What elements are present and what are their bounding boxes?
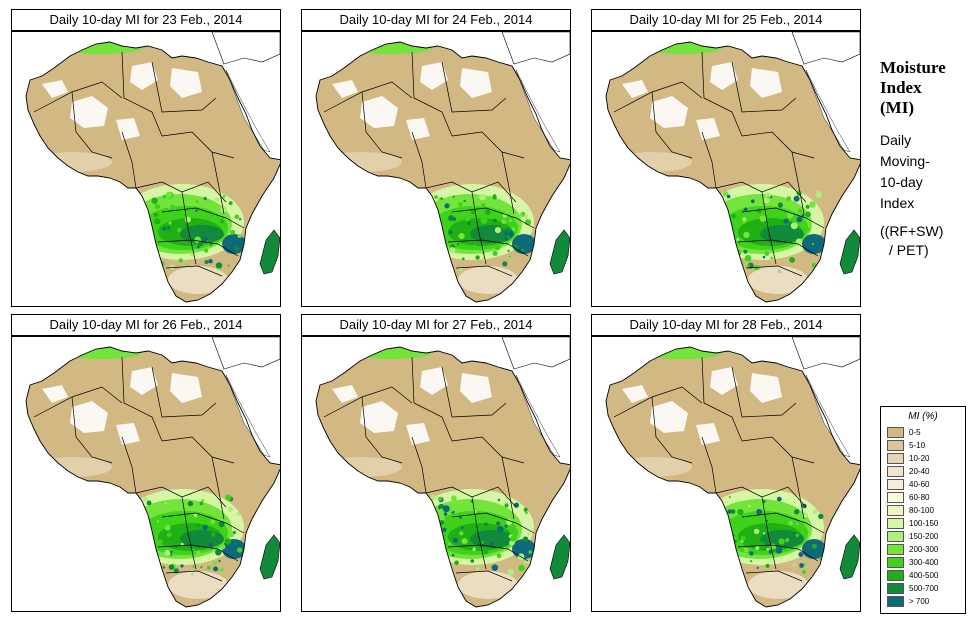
panel-title: Daily 10-day MI for 26 Feb., 2014 [11, 314, 281, 336]
legend-swatch [887, 583, 904, 594]
legend-label: 400-500 [909, 571, 939, 580]
legend-label: 500-700 [909, 584, 939, 593]
legend-item: 0-5 [887, 427, 963, 438]
desc-line: Index [880, 195, 915, 211]
formula-line: ((RF+SW) [880, 223, 944, 239]
desc-line: 10-day [880, 174, 923, 190]
map-svg [25, 337, 280, 608]
title-line: (MI) [880, 98, 914, 117]
africa-map [11, 31, 281, 307]
legend-item: 100-150 [887, 518, 963, 529]
map-panel-1: Daily 10-day MI for 23 Feb., 2014 [11, 9, 281, 307]
legend-swatch [887, 427, 904, 438]
africa-map [591, 336, 861, 612]
legend-swatch [887, 596, 904, 607]
title-line: Index [880, 78, 922, 97]
legend-label: > 700 [909, 597, 930, 606]
index-description: Daily Moving- 10-day Index [880, 130, 972, 214]
map-panel-2: Daily 10-day MI for 24 Feb., 2014 [301, 9, 571, 307]
map-svg [315, 337, 570, 608]
africa-map [591, 31, 861, 307]
desc-line: Daily [880, 132, 912, 148]
legend-label: 0-5 [909, 428, 921, 437]
panel-title: Daily 10-day MI for 28 Feb., 2014 [591, 314, 861, 336]
map-panel-5: Daily 10-day MI for 27 Feb., 2014 [301, 314, 571, 612]
map-svg [605, 32, 860, 303]
legend-swatch [887, 544, 904, 555]
legend-label: 20-40 [909, 467, 930, 476]
moisture-index-title: Moisture Index (MI) [880, 58, 970, 118]
panel-title: Daily 10-day MI for 23 Feb., 2014 [11, 9, 281, 31]
desc-line: Moving- [880, 153, 930, 169]
legend-item: 10-20 [887, 453, 963, 464]
legend-item: 60-80 [887, 492, 963, 503]
legend-label: 60-80 [909, 493, 930, 502]
legend-item: 80-100 [887, 505, 963, 516]
legend-item: 300-400 [887, 557, 963, 568]
legend-item: > 700 [887, 596, 963, 607]
index-formula: ((RF+SW) / PET) [880, 222, 972, 260]
map-svg [605, 337, 860, 608]
legend-swatch [887, 440, 904, 451]
legend-label: 40-60 [909, 480, 930, 489]
legend-item: 5-10 [887, 440, 963, 451]
title-line: Moisture [880, 58, 946, 77]
legend-label: 100-150 [909, 519, 939, 528]
map-svg [25, 32, 280, 303]
legend-item: 20-40 [887, 466, 963, 477]
legend-item: 200-300 [887, 544, 963, 555]
map-svg [315, 32, 570, 303]
panel-title: Daily 10-day MI for 24 Feb., 2014 [301, 9, 571, 31]
africa-map [301, 31, 571, 307]
legend-item: 500-700 [887, 583, 963, 594]
formula-line: / PET) [889, 242, 929, 258]
legend-swatch [887, 466, 904, 477]
map-panel-4: Daily 10-day MI for 26 Feb., 2014 [11, 314, 281, 612]
legend-title: MI (%) [908, 411, 938, 422]
legend-label: 200-300 [909, 545, 939, 554]
legend-item: 40-60 [887, 479, 963, 490]
mi-legend: MI (%) 0-5 5-10 10-20 20-40 40-60 60-80 80-100… [880, 406, 966, 614]
legend-label: 150-200 [909, 532, 939, 541]
legend-label: 300-400 [909, 558, 939, 567]
legend-item: 400-500 [887, 570, 963, 581]
africa-map [301, 336, 571, 612]
panel-title: Daily 10-day MI for 27 Feb., 2014 [301, 314, 571, 336]
legend-label: 5-10 [909, 441, 926, 450]
map-panel-3: Daily 10-day MI for 25 Feb., 2014 [591, 9, 861, 307]
legend-item: 150-200 [887, 531, 963, 542]
legend-swatch [887, 570, 904, 581]
legend-swatch [887, 505, 904, 516]
legend-swatch [887, 479, 904, 490]
legend-label: 10-20 [909, 454, 930, 463]
legend-swatch [887, 492, 904, 503]
legend-swatch [887, 518, 904, 529]
panel-title: Daily 10-day MI for 25 Feb., 2014 [591, 9, 861, 31]
legend-label: 80-100 [909, 506, 934, 515]
legend-swatch [887, 557, 904, 568]
legend-swatch [887, 453, 904, 464]
legend-swatch [887, 531, 904, 542]
africa-map [11, 336, 281, 612]
map-panel-6: Daily 10-day MI for 28 Feb., 2014 [591, 314, 861, 612]
